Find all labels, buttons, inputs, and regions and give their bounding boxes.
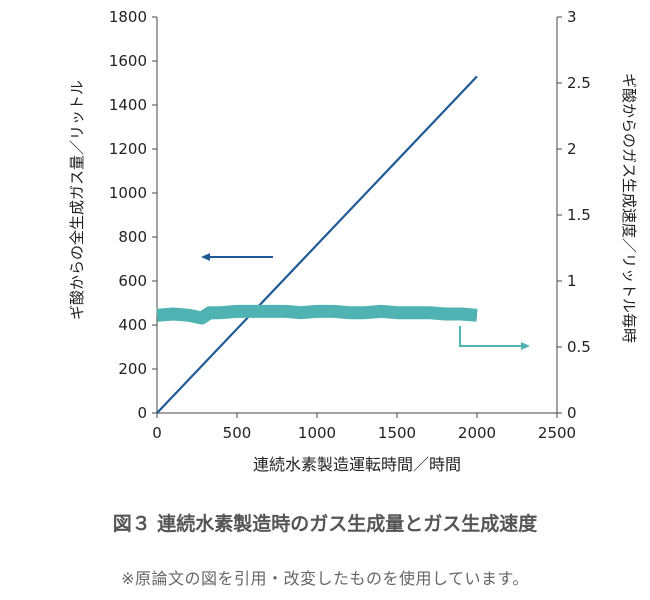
y-left-tick-label: 0 [137, 404, 147, 422]
y-right-tick-label: 0.5 [567, 338, 591, 356]
axes: 0 500 1000 1500 2000 250002004006008001000120… [109, 8, 591, 442]
y-left-tick-label: 1400 [109, 96, 147, 114]
plot-area [156, 75, 530, 414]
left-axis-arrow-head [201, 253, 210, 261]
x-tick-label: 500 [223, 424, 252, 442]
y-left-tick-label: 1200 [109, 140, 147, 158]
x-tick-label: 2000 [458, 424, 496, 442]
x-tick-label: 0 [152, 424, 162, 442]
y-left-tick-label: 1600 [109, 52, 147, 70]
figure-caption: 図３ 連続水素製造時のガス生成量とガス生成速度 [112, 513, 538, 535]
y-axis-left-label: ギ酸からの全生成ガス量／リットル [68, 80, 86, 320]
right-axis-arrow-head [521, 342, 530, 350]
dual-axis-chart: 0 500 1000 1500 2000 250002004006008001000120… [68, 8, 638, 474]
y-left-tick-label: 400 [118, 316, 147, 334]
x-axis-label: 連続水素製造運転時間／時間 [253, 455, 461, 474]
x-tick-label: 1500 [378, 424, 416, 442]
y-right-tick-label: 1.5 [567, 206, 591, 224]
series-gas-production-rate [156, 304, 478, 325]
y-left-tick-label: 1000 [109, 184, 147, 202]
y-right-tick-label: 1 [567, 272, 577, 290]
y-left-tick-label: 200 [118, 360, 147, 378]
y-left-tick-label: 1800 [109, 8, 147, 26]
y-right-tick-label: 2 [567, 140, 577, 158]
right-axis-arrow-shaft [459, 326, 523, 347]
y-right-tick-label: 3 [567, 8, 577, 26]
citation-note: ※原論文の図を引用・改変したものを使用しています。 [121, 569, 529, 588]
x-tick-label: 1000 [298, 424, 336, 442]
y-axis-right-label: ギ酸からのガス生成速度／リットル毎時 [620, 73, 638, 343]
y-right-tick-label: 2.5 [567, 74, 591, 92]
y-left-tick-label: 800 [118, 228, 147, 246]
series-total-gas-volume [156, 75, 478, 414]
x-tick-label: 2500 [538, 424, 576, 442]
y-right-tick-label: 0 [567, 404, 577, 422]
y-left-tick-label: 600 [118, 272, 147, 290]
